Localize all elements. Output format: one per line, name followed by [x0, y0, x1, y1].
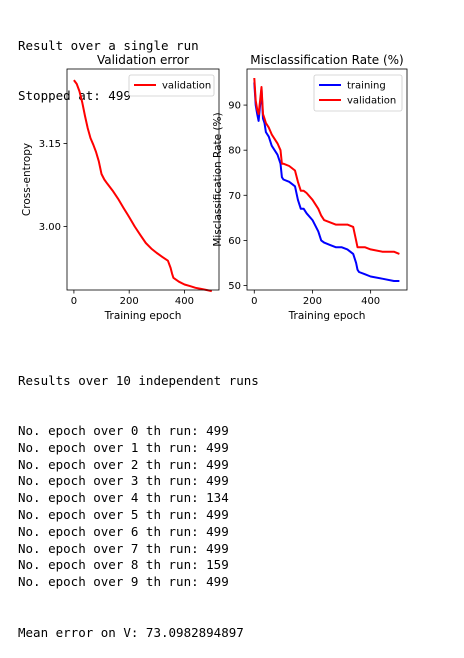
x-tick-label: 400 — [361, 296, 380, 307]
single-run-heading: Result over a single run — [18, 37, 199, 53]
legend: validation — [128, 74, 215, 97]
series-line-validation — [73, 79, 213, 293]
legend-box — [128, 74, 215, 97]
training-figure: Validation error 0 200 400 3.00 3.15 Training … — [21, 53, 408, 322]
y-axis-label: Cross-entropy — [21, 143, 33, 216]
run-epoch-line: No. epoch over 5 th run: 499 — [18, 506, 229, 522]
y-tick-label: 70 — [228, 191, 241, 202]
y-tick-label: 60 — [228, 236, 241, 247]
x-axis-label: Training epoch — [104, 310, 182, 322]
legend-label-validation: validation — [162, 81, 211, 92]
multi-run-output: Results over 10 independent runs No. epo… — [18, 339, 259, 658]
chart-title: Misclassification Rate (%) — [250, 53, 403, 67]
x-tick-label: 400 — [175, 296, 194, 307]
run-epoch-line: No. epoch over 1 th run: 499 — [18, 439, 229, 455]
y-tick-label: 80 — [228, 146, 241, 157]
series-line-training — [253, 82, 400, 282]
x-tick-label: 0 — [71, 296, 77, 307]
run-epoch-line: No. epoch over 7 th run: 499 — [18, 540, 229, 556]
x-axis-label: Training epoch — [288, 310, 366, 322]
plot-frame — [66, 68, 220, 291]
y-tick-label: 50 — [228, 281, 241, 292]
run-epoch-line: No. epoch over 3 th run: 499 — [18, 473, 229, 489]
run-epoch-list: No. epoch over 0 th run: 499 No. epoch ov… — [18, 423, 259, 591]
y-tick-label: 3.15 — [39, 139, 61, 150]
legend: training validation — [313, 74, 403, 112]
multi-run-heading: Results over 10 independent runs — [18, 372, 259, 388]
mean-error-line: Mean error on V: 73.0982894897 — [18, 624, 244, 640]
legend-label-validation: validation — [347, 96, 396, 107]
y-axis-label: Misclassification Rate (%) — [212, 112, 224, 246]
y-tick-label: 3.00 — [39, 222, 61, 233]
x-tick-label: 0 — [251, 296, 257, 307]
run-epoch-line: No. epoch over 4 th run: 134 — [18, 490, 229, 506]
run-epoch-line: No. epoch over 9 th run: 499 — [18, 574, 229, 590]
run-epoch-line: No. epoch over 8 th run: 159 — [18, 557, 229, 573]
series-line-validation — [253, 77, 400, 255]
stopped-at-line: Stopped at: 499 — [18, 87, 131, 103]
run-epoch-line: No. epoch over 0 th run: 499 — [18, 422, 229, 438]
chart-1: Misclassification Rate (%) 0 200 400 50 60 70 8… — [212, 53, 408, 322]
chart-title: Validation error — [97, 53, 189, 67]
run-epoch-line: No. epoch over 2 th run: 499 — [18, 456, 229, 472]
x-tick-label: 200 — [120, 296, 139, 307]
x-tick-label: 200 — [303, 296, 322, 307]
legend-label-training: training — [347, 81, 386, 92]
chart-0: Validation error 0 200 400 3.00 3.15 Training … — [21, 53, 220, 322]
run-epoch-line: No. epoch over 6 th run: 499 — [18, 523, 229, 539]
single-run-output: Result over a single run Stopped at: 499 — [18, 4, 199, 122]
y-tick-label: 90 — [228, 101, 241, 112]
plot-frame — [246, 68, 408, 291]
